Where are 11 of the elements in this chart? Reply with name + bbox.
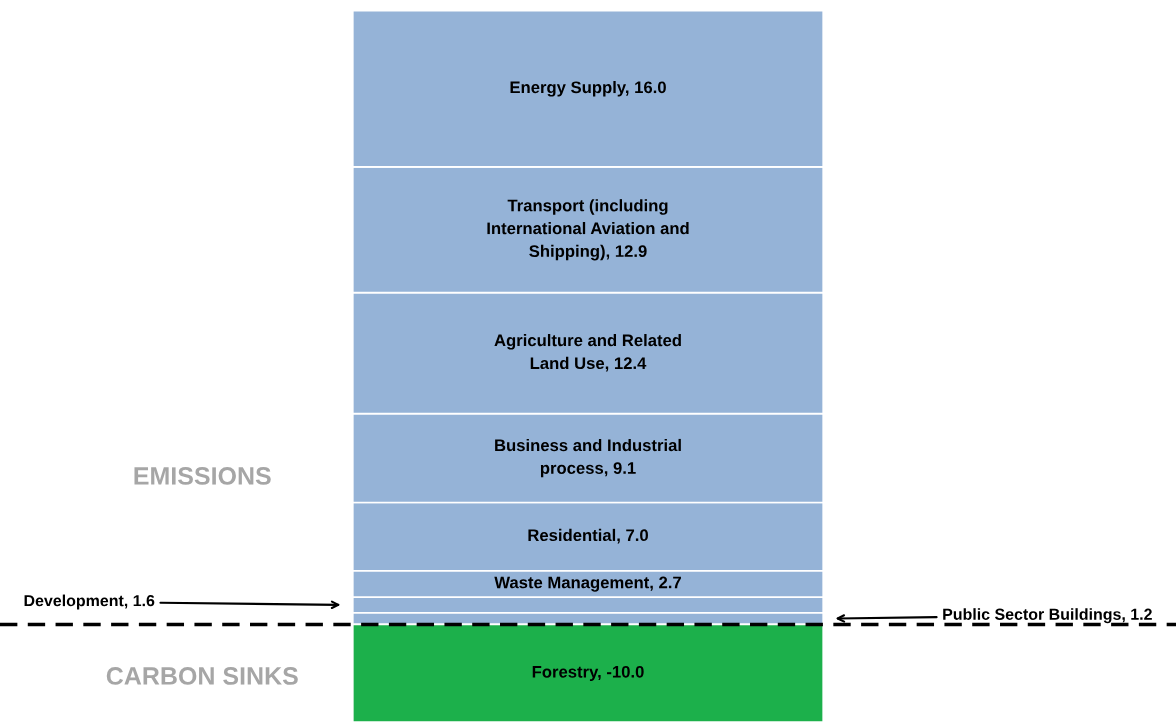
text: CARBON SINKS — [106, 667, 298, 685]
data-label: Energy Supply, 16.0 — [510, 80, 666, 97]
text: Development, 1.6 — [24, 594, 155, 610]
data-label: Residential, 7.0 — [528, 528, 648, 544]
text: Public Sector Buildings, 1.2 — [943, 608, 1152, 624]
data-label: Transport (including International Aviation and Shipping), 12.9 — [487, 199, 689, 261]
data-label: Business and Industrial process, 9.1 — [495, 438, 681, 478]
data-label: Agriculture and Related Land Use, 12.4 — [494, 334, 681, 372]
data-label: Waste Management, 2.7 — [494, 576, 681, 592]
text: EMISSIONS — [134, 467, 271, 485]
data-label: Forestry, -10.0 — [532, 665, 644, 681]
